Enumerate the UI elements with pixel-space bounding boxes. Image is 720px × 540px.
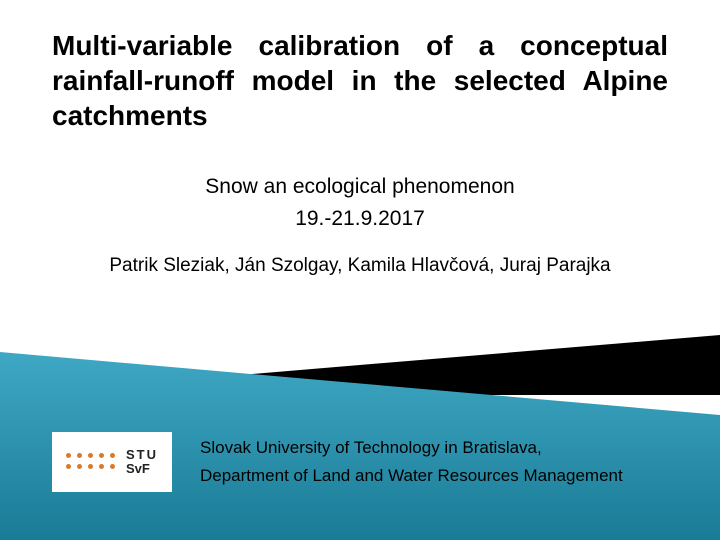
logo-dots-icon xyxy=(66,453,118,472)
logo-text-line2: SvF xyxy=(126,462,158,476)
slide-subtitle-line1: Snow an ecological phenomenon xyxy=(0,175,720,199)
logo-text: STU SvF xyxy=(126,448,158,475)
affiliation-line2: Department of Land and Water Resources M… xyxy=(200,466,623,486)
slide: Multi-variable calibration of a conceptu… xyxy=(0,0,720,540)
black-wedge xyxy=(0,335,720,395)
university-logo: STU SvF xyxy=(52,432,172,492)
slide-subtitle-line2: 19.-21.9.2017 xyxy=(0,207,720,231)
slide-authors: Patrik Sleziak, Ján Szolgay, Kamila Hlav… xyxy=(0,255,720,277)
slide-title: Multi-variable calibration of a conceptu… xyxy=(52,28,668,133)
logo-text-line1: STU xyxy=(126,448,158,462)
affiliation-line1: Slovak University of Technology in Brati… xyxy=(200,438,542,458)
